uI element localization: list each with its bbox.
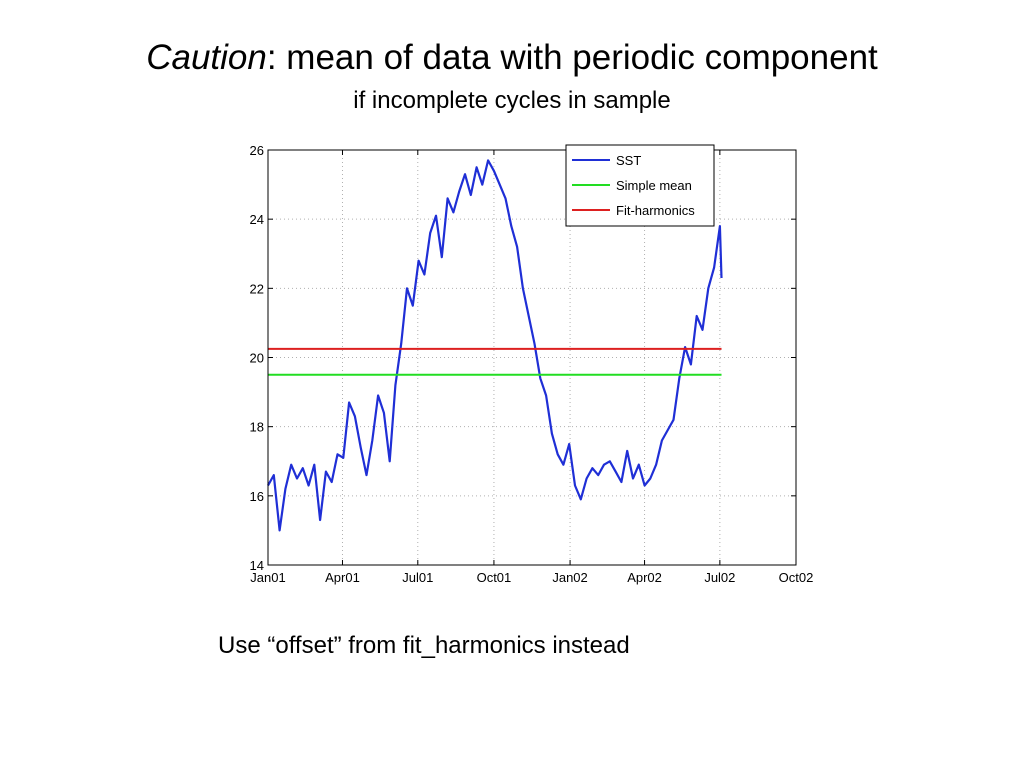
slide-subtitle: if incomplete cycles in sample <box>353 87 671 114</box>
legend-label: Fit-harmonics <box>616 203 695 218</box>
y-tick-label: 16 <box>250 489 264 504</box>
y-tick-label: 24 <box>250 212 264 227</box>
x-tick-label: Oct01 <box>477 570 512 585</box>
sst-chart-svg: 14 16 18 20 22 24 26 Jan01 Apr01 Jul01 Oct01 Jan02 A… <box>250 143 814 585</box>
y-tick-label: 20 <box>250 351 264 366</box>
sst-chart: 14 16 18 20 22 24 26 Jan01 Apr01 Jul01 Oct01 Jan02 A… <box>236 138 836 598</box>
title-rest: : mean of data with periodic component <box>266 38 878 77</box>
series-line-sst <box>267 159 723 532</box>
slide-note: Use “offset” from fit_harmonics instead <box>218 632 630 659</box>
x-tick-label: Jul01 <box>402 570 433 585</box>
x-tick-label: Oct02 <box>779 570 814 585</box>
y-tick-label: 26 <box>250 143 264 158</box>
legend-label: Simple mean <box>616 178 692 193</box>
x-tick-label: Apr01 <box>325 570 360 585</box>
title-italic-word: Caution <box>146 38 267 77</box>
slide-title: Caution: mean of data with periodic comp… <box>0 38 1024 78</box>
y-tick-label: 22 <box>250 281 264 296</box>
x-tick-label: Apr02 <box>627 570 662 585</box>
y-tick-label: 18 <box>250 420 264 435</box>
x-tick-label: Jan02 <box>552 570 587 585</box>
x-tick-label: Jul02 <box>704 570 735 585</box>
legend-label: SST <box>616 153 641 168</box>
x-tick-label: Jan01 <box>250 570 285 585</box>
y-tick-label: 14 <box>250 558 264 573</box>
